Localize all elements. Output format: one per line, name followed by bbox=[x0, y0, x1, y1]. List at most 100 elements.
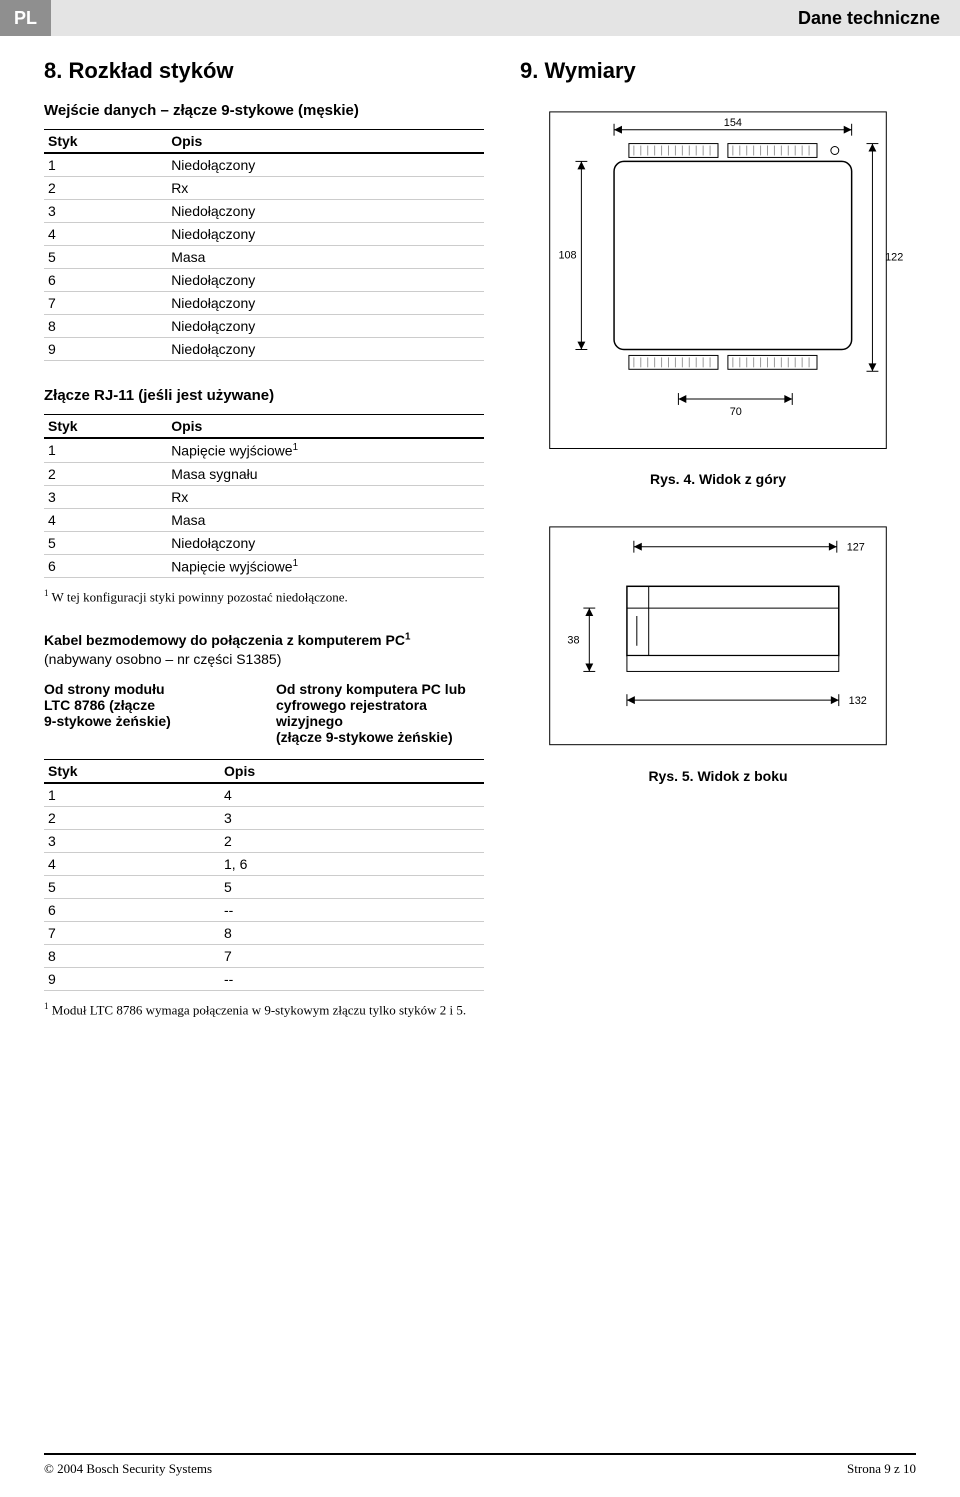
table-row: 9Niedołączony bbox=[44, 338, 484, 361]
table-row: 3Niedołączony bbox=[44, 200, 484, 223]
table-row: 41, 6 bbox=[44, 852, 484, 875]
table-row: 3Rx bbox=[44, 485, 484, 508]
table-row: 6-- bbox=[44, 898, 484, 921]
table-row: 14 bbox=[44, 783, 484, 807]
header-title-stripe: Dane techniczne bbox=[51, 0, 960, 36]
col-desc: Opis bbox=[167, 415, 484, 439]
cell-desc: Rx bbox=[167, 485, 484, 508]
cell-pin: 4 bbox=[44, 223, 167, 246]
top-view-svg: 154 108 bbox=[520, 102, 916, 458]
table-row: 6Napięcie wyjściowe1 bbox=[44, 554, 484, 578]
table-row: 8Niedołączony bbox=[44, 315, 484, 338]
left-column: 8. Rozkład styków Wejście danych – złącz… bbox=[44, 58, 484, 1019]
cell-pin: 3 bbox=[44, 829, 220, 852]
table-row: 4Masa bbox=[44, 508, 484, 531]
cell-desc: Niedołączony bbox=[167, 338, 484, 361]
cable-col-right: Od strony komputera PC lub cyfrowego rej… bbox=[276, 681, 484, 745]
footer-left: © 2004 Bosch Security Systems bbox=[44, 1461, 212, 1477]
table-row: 2Rx bbox=[44, 177, 484, 200]
table-row: 5Niedołączony bbox=[44, 531, 484, 554]
footnote-2: 1 Moduł LTC 8786 wymaga połączenia w 9-s… bbox=[44, 1001, 484, 1019]
section-8-heading: 8. Rozkład styków bbox=[44, 58, 484, 84]
cable-desc: Kabel bezmodemowy do połączenia z komput… bbox=[44, 631, 484, 669]
dim-154: 154 bbox=[724, 117, 742, 129]
cell-pin: 6 bbox=[44, 269, 167, 292]
cell-desc: Niedołączony bbox=[167, 315, 484, 338]
cell-pin: 3 bbox=[44, 200, 167, 223]
cell-desc: 8 bbox=[220, 921, 484, 944]
cell-pin: 8 bbox=[44, 315, 167, 338]
dim-108: 108 bbox=[558, 249, 576, 261]
cell-pin: 6 bbox=[44, 554, 167, 578]
cell-pin: 4 bbox=[44, 852, 220, 875]
cell-desc: 1, 6 bbox=[220, 852, 484, 875]
cell-pin: 9 bbox=[44, 338, 167, 361]
pinout-table-2: StykOpis 1Napięcie wyjściowe12Masa sygna… bbox=[44, 414, 484, 578]
dim-132: 132 bbox=[849, 695, 867, 707]
cell-desc: -- bbox=[220, 967, 484, 990]
page-footer: © 2004 Bosch Security Systems Strona 9 z… bbox=[44, 1453, 916, 1477]
cell-pin: 7 bbox=[44, 292, 167, 315]
table-row: 23 bbox=[44, 806, 484, 829]
fig4-caption: Rys. 4. Widok z góry bbox=[520, 471, 916, 487]
table-row: 9-- bbox=[44, 967, 484, 990]
right-column: 9. Wymiary 154 bbox=[520, 58, 916, 1019]
cable-col1-l1: Od strony modułu bbox=[44, 681, 165, 697]
table-row: 1Niedołączony bbox=[44, 153, 484, 177]
cable-block: Kabel bezmodemowy do połączenia z komput… bbox=[44, 631, 484, 1020]
side-view-svg: 127 38 132 bbox=[520, 517, 916, 755]
cell-desc: 2 bbox=[220, 829, 484, 852]
footnote-1-text: W tej konfiguracji styki powinny pozosta… bbox=[49, 590, 348, 605]
dim-122: 122 bbox=[885, 251, 903, 263]
cell-desc: Niedołączony bbox=[167, 269, 484, 292]
footer-right: Strona 9 z 10 bbox=[847, 1461, 916, 1477]
col-pin: Styk bbox=[44, 130, 167, 154]
side-view-diagram: 127 38 132 bbox=[520, 517, 916, 760]
cable-col1-l2: LTC 8786 (złącze bbox=[44, 697, 155, 713]
cell-pin: 8 bbox=[44, 944, 220, 967]
header-bar: PL Dane techniczne bbox=[0, 0, 960, 36]
cell-desc: 3 bbox=[220, 806, 484, 829]
table-row: 55 bbox=[44, 875, 484, 898]
col-desc: Opis bbox=[167, 130, 484, 154]
cell-desc: Masa bbox=[167, 508, 484, 531]
cell-pin: 9 bbox=[44, 967, 220, 990]
cell-desc: Niedołączony bbox=[167, 200, 484, 223]
table-row: 5Masa bbox=[44, 246, 484, 269]
cable-col-left: Od strony modułu LTC 8786 (złącze 9-styk… bbox=[44, 681, 252, 745]
cable-title-sup: 1 bbox=[405, 632, 410, 643]
footnote-1: 1 W tej konfiguracji styki powinny pozos… bbox=[44, 588, 484, 606]
cell-desc: Niedołączony bbox=[167, 153, 484, 177]
cell-desc: Napięcie wyjściowe1 bbox=[167, 554, 484, 578]
dim-38: 38 bbox=[567, 635, 579, 647]
cell-pin: 2 bbox=[44, 462, 167, 485]
fig5-caption: Rys. 5. Widok z boku bbox=[520, 768, 916, 784]
cell-pin: 4 bbox=[44, 508, 167, 531]
table-row: 87 bbox=[44, 944, 484, 967]
cell-pin: 7 bbox=[44, 921, 220, 944]
cell-desc: 5 bbox=[220, 875, 484, 898]
lang-tab: PL bbox=[0, 0, 51, 36]
cell-pin: 6 bbox=[44, 898, 220, 921]
cable-title: Kabel bezmodemowy do połączenia z komput… bbox=[44, 632, 405, 648]
footnote-2-text: Moduł LTC 8786 wymaga połączenia w 9-sty… bbox=[49, 1002, 467, 1017]
section-9-heading: 9. Wymiary bbox=[520, 58, 916, 84]
pinout-table-1: StykOpis 1Niedołączony2Rx3Niedołączony4N… bbox=[44, 129, 484, 361]
table-row: 1Napięcie wyjściowe1 bbox=[44, 438, 484, 462]
cable-col2-l1: Od strony komputera PC lub bbox=[276, 681, 466, 697]
cable-col2-l2: cyfrowego rejestratora wizyjnego bbox=[276, 697, 427, 729]
cell-pin: 5 bbox=[44, 875, 220, 898]
col-pin: Styk bbox=[44, 759, 220, 783]
dim-70: 70 bbox=[730, 406, 742, 418]
table1-caption: Wejście danych – złącze 9-stykowe (męski… bbox=[44, 102, 484, 119]
cell-desc: Niedołączony bbox=[167, 223, 484, 246]
dim-127: 127 bbox=[847, 542, 865, 554]
cell-pin: 5 bbox=[44, 246, 167, 269]
cell-pin: 5 bbox=[44, 531, 167, 554]
cell-desc: Napięcie wyjściowe1 bbox=[167, 438, 484, 462]
cable-col2-l3: (złącze 9-stykowe żeńskie) bbox=[276, 729, 453, 745]
cell-desc: 4 bbox=[220, 783, 484, 807]
header-title: Dane techniczne bbox=[798, 8, 940, 29]
col-pin: Styk bbox=[44, 415, 167, 439]
pinout-table-3: StykOpis 14233241, 6556--78879-- bbox=[44, 759, 484, 991]
